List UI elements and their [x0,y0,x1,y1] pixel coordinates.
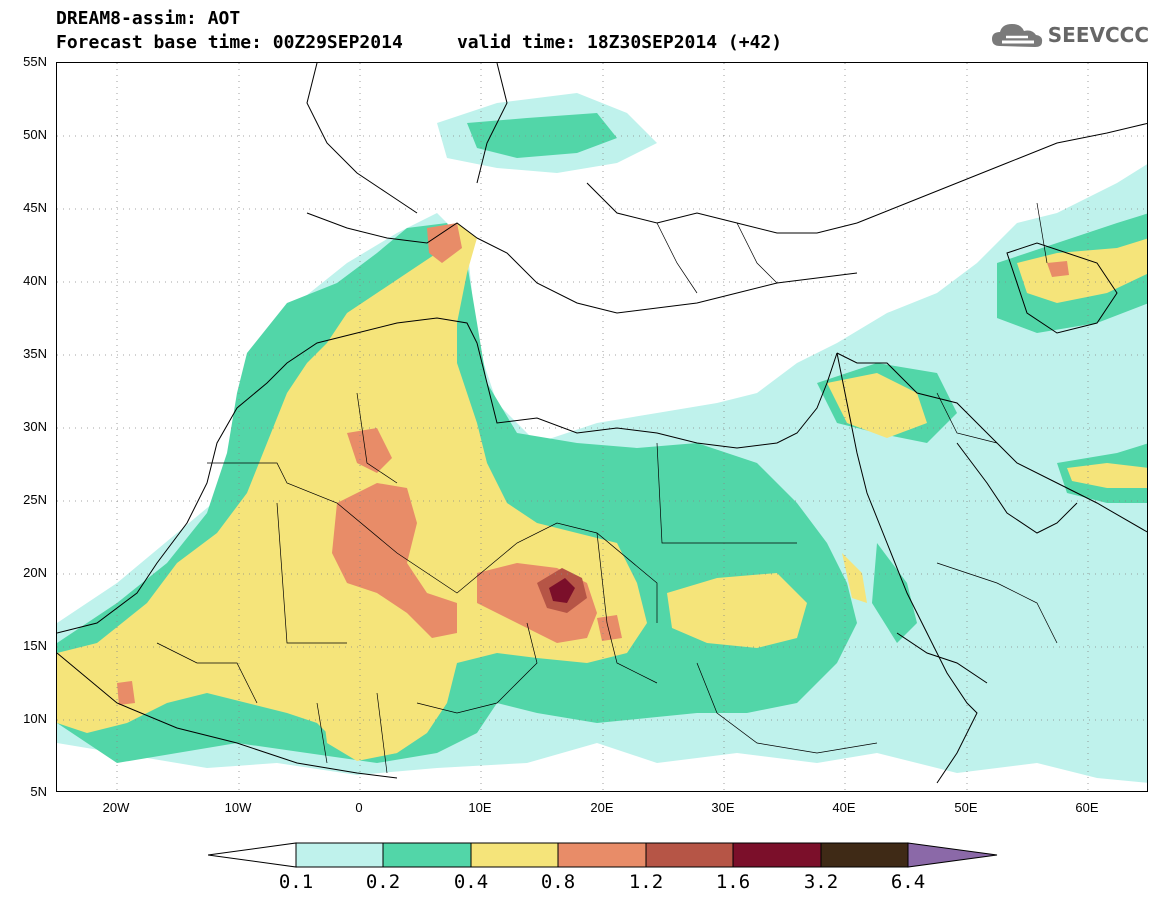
colorbar-bin-3 [470,842,559,868]
colorbar-low-arrow [208,842,297,868]
seevccc-logo: SEEVCCC [990,20,1149,50]
colorbar-bin-6 [732,842,822,868]
aot-contour-1.6 [549,578,575,603]
lon-label: 10W [224,800,252,815]
colorbar-label: 0.1 [278,871,314,893]
colorbar-high-arrow [907,842,998,868]
chart-title: DREAM8-assim: AOT [56,8,241,29]
colorbar-bin-7 [820,842,909,868]
colorbar-bin-1 [295,842,384,868]
lat-label: 30N [23,419,47,434]
colorbar-label: 6.4 [890,871,926,893]
forecast-time-line: Forecast base time: 00Z29SEP2014 valid t… [56,32,783,53]
lat-label: 15N [23,638,47,653]
colorbar-bin-4 [557,842,647,868]
lat-label: 20N [23,565,47,580]
aot-map [57,63,1147,791]
colorbar-label: 0.2 [365,871,401,893]
lat-label: 45N [23,200,47,215]
colorbar [208,842,998,868]
lat-label: 55N [23,54,47,69]
lon-label: 20E [590,800,614,815]
lat-label: 5N [30,784,47,799]
lon-label: 10E [468,800,492,815]
lon-label: 20W [102,800,130,815]
cloud-icon [991,24,1042,47]
lat-label: 35N [23,346,47,361]
lat-label: 40N [23,273,47,288]
lat-label: 25N [23,492,47,507]
aot-contour-0.4 [57,223,1147,761]
colorbar-label: 1.6 [715,871,751,893]
lat-label: 50N [23,127,47,142]
colorbar-label: 3.2 [803,871,839,893]
logo-text: SEEVCCC [1047,23,1149,47]
graticule [57,63,1147,791]
colorbar-bin-5 [645,842,734,868]
colorbar-label: 1.2 [628,871,664,893]
map-panel [56,62,1148,792]
lon-label: 0 [355,800,363,815]
lon-label: 40E [832,800,856,815]
colorbar-label: 0.4 [453,871,489,893]
lat-label: 10N [23,711,47,726]
colorbar-bin-2 [382,842,472,868]
lon-label: 50E [954,800,978,815]
colorbar-label: 0.8 [540,871,576,893]
lon-label: 60E [1075,800,1099,815]
lon-label: 30E [711,800,735,815]
coastlines [57,63,1147,784]
country-borders [156,202,1058,774]
